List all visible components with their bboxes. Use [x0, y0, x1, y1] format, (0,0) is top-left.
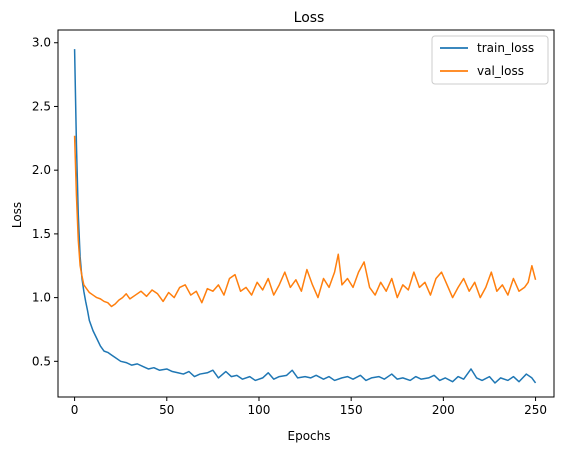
x-axis: 0 50 100 150 200 250 — [71, 397, 547, 417]
y-tick-label: 0.5 — [32, 354, 51, 368]
series-line-train-loss — [73, 49, 537, 384]
plot-frame — [57, 29, 555, 398]
x-tick-label: 100 — [248, 403, 271, 417]
legend: train_loss val_loss — [431, 35, 549, 85]
x-tick-label: 250 — [524, 403, 547, 417]
y-axis: 0.5 1.0 1.5 2.0 2.5 3.0 — [32, 36, 58, 368]
x-tick-label: 0 — [71, 403, 79, 417]
y-axis-label: Loss — [10, 202, 24, 228]
y-tick-label: 3.0 — [32, 36, 51, 50]
series-line-val-loss — [73, 135, 537, 308]
x-tick-label: 150 — [340, 403, 363, 417]
y-tick-label: 2.0 — [32, 163, 51, 177]
y-tick-label: 1.0 — [32, 291, 51, 305]
x-axis-label: Epochs — [288, 429, 331, 443]
legend-label-val-loss: val_loss — [477, 64, 524, 78]
x-tick-label: 50 — [159, 403, 174, 417]
y-tick-label: 1.5 — [32, 227, 51, 241]
chart-title: Loss — [294, 10, 325, 26]
y-tick-label: 2.5 — [32, 99, 51, 113]
legend-label-train-loss: train_loss — [477, 41, 534, 55]
series-layer — [73, 49, 537, 384]
x-tick-label: 200 — [432, 403, 455, 417]
